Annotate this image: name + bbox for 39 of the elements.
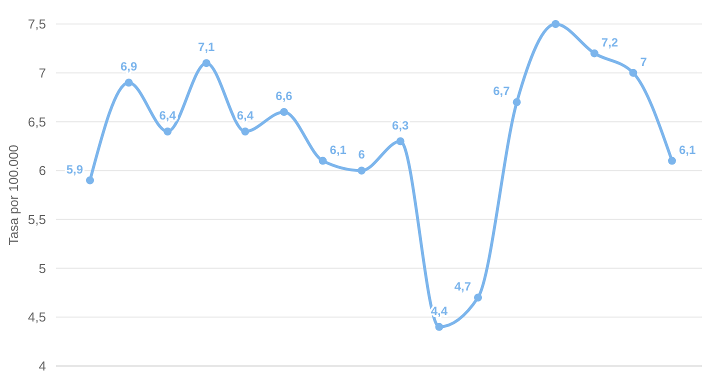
data-label: 7,1 (198, 40, 216, 54)
point (358, 166, 366, 175)
data-label: 4,7 (454, 280, 472, 294)
point (124, 78, 133, 87)
data-label: 6,1 (679, 142, 696, 157)
y-tick-label: 7 (38, 65, 46, 80)
point (396, 137, 404, 146)
point (241, 127, 250, 136)
point (474, 294, 482, 302)
point (318, 156, 327, 165)
point (164, 127, 172, 136)
point (590, 49, 598, 58)
y-tick-label: 5,5 (28, 212, 46, 227)
point (435, 322, 444, 331)
point (86, 176, 94, 184)
data-label: 6,4 (236, 108, 254, 122)
data-label: 5,9 (66, 162, 84, 176)
data-label: 6,3 (392, 118, 410, 132)
data-label: 6,9 (120, 60, 138, 74)
data-label: 6,4 (159, 108, 176, 122)
point (280, 108, 288, 116)
point (668, 156, 676, 165)
data-label: 7,2 (601, 35, 618, 50)
y-tick-label: 7,5 (28, 16, 46, 32)
point (512, 98, 521, 106)
point (552, 20, 560, 28)
y-tick-label: 5 (38, 260, 46, 276)
data-label: 6,7 (493, 84, 510, 98)
y-tick-label: 4 (38, 358, 46, 374)
data-label: 6 (358, 148, 366, 162)
data-label: 6,6 (276, 88, 293, 103)
point (202, 59, 210, 68)
y-tick-label: 6 (38, 163, 46, 178)
y-tick-label: 6,5 (28, 114, 46, 130)
y-tick-label: 4,5 (28, 310, 46, 325)
y-axis-title: Tasa por 100.000 (6, 144, 21, 246)
data-label: 6,1 (330, 142, 347, 157)
point (629, 68, 638, 77)
data-label: 7 (640, 54, 648, 69)
